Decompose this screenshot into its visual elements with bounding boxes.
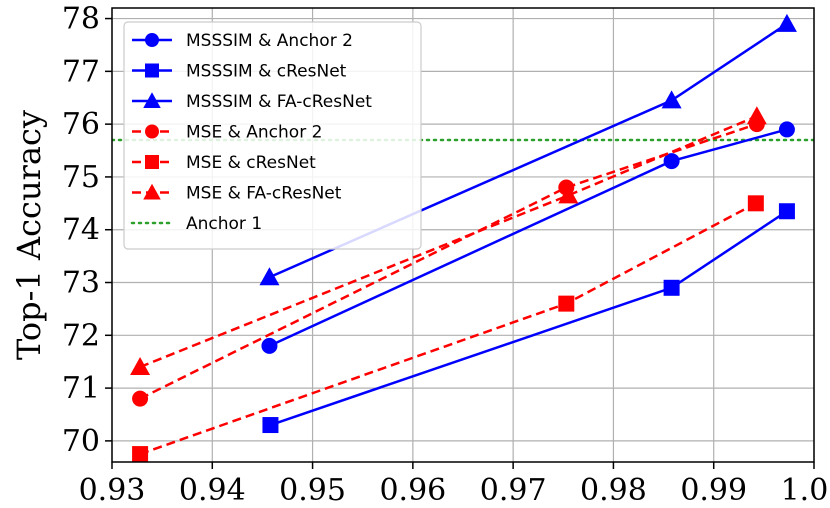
x-tick-label: 1.00 bbox=[781, 473, 830, 508]
legend-entry: MSSSIM & FA-cResNet bbox=[132, 92, 372, 112]
data-point bbox=[132, 446, 149, 462]
x-tick-label: 0.98 bbox=[580, 473, 647, 508]
legend-marker bbox=[145, 33, 159, 47]
y-tick-label: 75 bbox=[62, 160, 100, 195]
data-point bbox=[663, 279, 680, 296]
legend: MSSSIM & Anchor 2 MSSSIM & cResNet MSSSIM … bbox=[123, 21, 422, 250]
legend-entry: MSSSIM & cResNet bbox=[132, 62, 347, 82]
legend-label: MSE & Anchor 2 bbox=[186, 123, 322, 143]
series-1 bbox=[262, 203, 795, 434]
data-point bbox=[663, 153, 680, 170]
axis-ticks: 0.93 0.94 0.95 0.96 0.97 0.98 0.99 1.00 70 71 72 73… bbox=[62, 2, 830, 508]
legend-marker bbox=[143, 92, 161, 108]
legend-entry: MSE & Anchor 2 bbox=[132, 123, 322, 143]
grid bbox=[111, 8, 815, 462]
data-point bbox=[778, 203, 795, 220]
y-tick-label: 78 bbox=[62, 2, 100, 37]
y-tick-label: 76 bbox=[62, 107, 100, 142]
x-tick-label: 0.96 bbox=[379, 473, 446, 508]
data-point bbox=[259, 267, 280, 286]
x-tick-label: 0.97 bbox=[480, 473, 547, 508]
data-point bbox=[778, 121, 795, 138]
legend-label: MSSSIM & Anchor 2 bbox=[186, 31, 353, 51]
data-point bbox=[558, 185, 579, 204]
y-tick-label: 70 bbox=[62, 424, 100, 459]
legend-label: Anchor 1 bbox=[186, 214, 262, 234]
plot-frame bbox=[111, 7, 815, 463]
data-point bbox=[746, 106, 767, 125]
data-point bbox=[130, 356, 151, 375]
y-tick-label: 77 bbox=[62, 54, 100, 89]
data-point bbox=[261, 337, 278, 354]
y-tick-label: 74 bbox=[62, 213, 100, 248]
y-tick-label: 71 bbox=[62, 371, 100, 406]
legend-marker bbox=[145, 124, 159, 139]
data-point bbox=[262, 417, 279, 434]
legend-entry: MSE & FA-cResNet bbox=[132, 184, 342, 204]
legend-label: MSE & cResNet bbox=[186, 153, 316, 173]
y-axis-label: Top-1 Accuracy bbox=[10, 110, 48, 360]
x-tick-label: 0.94 bbox=[179, 473, 246, 508]
legend-entry: MSSSIM & Anchor 2 bbox=[132, 31, 353, 51]
data-point bbox=[776, 13, 797, 32]
data-point bbox=[747, 195, 764, 212]
series-4 bbox=[132, 195, 764, 462]
legend-label: MSSSIM & FA-cResNet bbox=[186, 92, 372, 112]
x-tick-label: 0.93 bbox=[79, 473, 146, 508]
series-line bbox=[139, 122, 758, 400]
legend-label: MSE & FA-cResNet bbox=[186, 184, 342, 204]
y-tick-label: 73 bbox=[62, 266, 100, 301]
legend-entry: MSE & cResNet bbox=[132, 153, 316, 173]
data-point bbox=[661, 90, 682, 109]
legend-entry: Anchor 1 bbox=[130, 214, 262, 234]
legend-box bbox=[123, 21, 422, 250]
series-0 bbox=[261, 121, 795, 354]
series-5 bbox=[130, 106, 767, 375]
legend-marker bbox=[145, 155, 159, 169]
legend-marker bbox=[145, 63, 159, 78]
y-tick-label: 72 bbox=[62, 318, 100, 353]
data-point bbox=[132, 390, 149, 407]
data-point bbox=[558, 295, 575, 312]
legend-marker bbox=[143, 183, 161, 200]
x-tick-label: 0.95 bbox=[279, 473, 346, 508]
legend-label: MSSSIM & cResNet bbox=[186, 62, 347, 82]
x-tick-label: 0.99 bbox=[680, 473, 747, 508]
